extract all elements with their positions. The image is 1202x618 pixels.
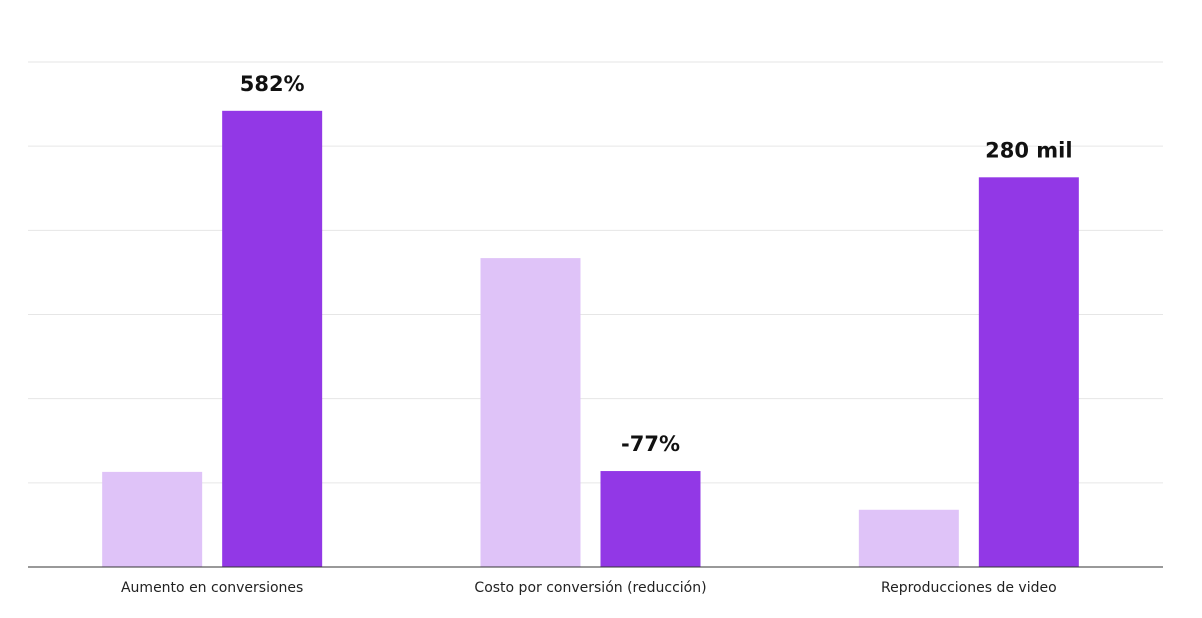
bar	[102, 471, 203, 567]
bar-annotation: 582%	[240, 72, 305, 96]
x-tick-label: Costo por conversión (reducción)	[474, 580, 706, 596]
x-tick-label: Reproducciones de video	[881, 580, 1057, 596]
bar	[858, 509, 959, 567]
bar-annotation: 280 mil	[985, 138, 1072, 162]
bar	[480, 258, 581, 567]
bar	[978, 177, 1079, 567]
x-tick-label: Aumento en conversiones	[121, 580, 303, 596]
bar-annotation: -77%	[621, 432, 680, 456]
bar	[222, 110, 323, 568]
bar	[600, 471, 701, 567]
